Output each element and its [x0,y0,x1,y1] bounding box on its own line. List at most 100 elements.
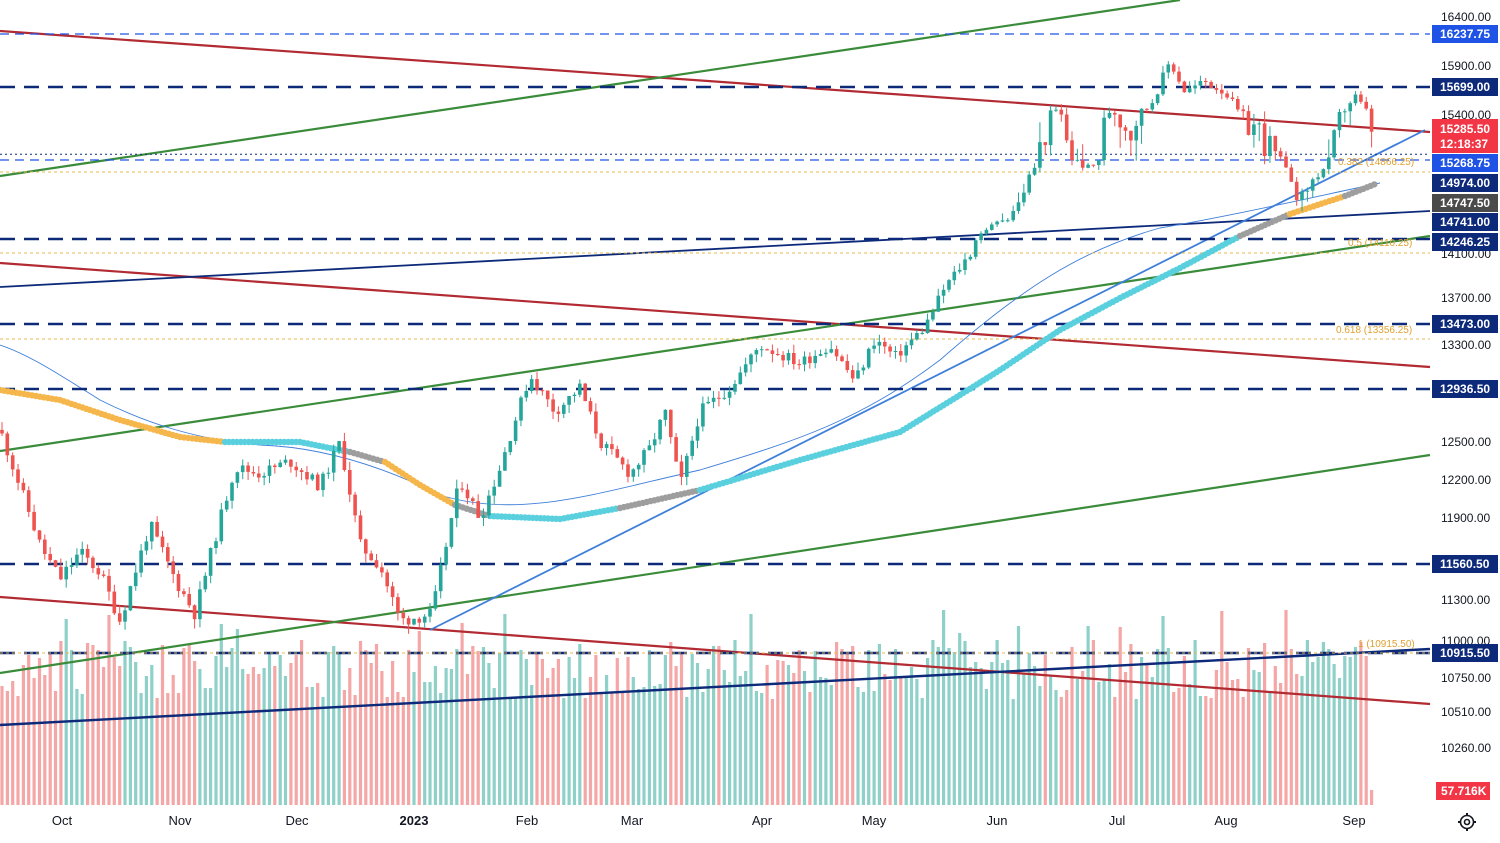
candle-body [331,450,336,473]
volume-bar [867,650,871,805]
candle-body [866,348,871,368]
volume-bar [578,644,582,805]
volume-bar [1279,683,1283,805]
candle-body [10,455,15,470]
volume-bar [364,650,368,805]
trend-line [0,453,1431,675]
candle-body [262,475,266,478]
candle-body [385,572,389,587]
volume-tag [1436,782,1490,800]
candle-body [1284,156,1288,168]
volume-bar [1252,670,1256,805]
candle-body [1022,192,1026,203]
candle-body [663,409,668,420]
volume-bar [931,640,935,805]
candle-body [1166,64,1171,73]
candle-body [5,433,10,456]
candle-body [1000,220,1005,222]
volume-bar [1038,686,1042,805]
candle-body [449,518,454,547]
volume-bar [1343,656,1347,805]
candle-body [1011,211,1015,221]
volume-bar [380,671,384,805]
candle-body [112,591,117,614]
candle-body [1209,82,1213,88]
candle-body [198,589,202,620]
volume-bar [599,692,603,805]
candle-body [492,486,496,496]
volume-bar [32,678,36,805]
candle-body [1257,123,1261,125]
candle-body [909,339,914,346]
volume-bar [594,655,598,805]
volume-bar [1081,671,1085,805]
candle-body [428,608,432,617]
volume-bar [64,619,68,805]
volume-bar [198,669,202,805]
volume-bar [1198,696,1202,805]
volume-bar [230,648,234,805]
candle-body [1139,108,1144,126]
last-price-value: 15285.50 [1440,122,1490,136]
volume-bar [658,684,662,805]
volume-bar [770,699,774,805]
candle-body [567,396,571,405]
candle-body [1177,71,1181,82]
volume-bar [1150,677,1154,805]
volume-bar [75,689,79,805]
volume-bar [1102,680,1106,805]
volume-bar [663,655,667,805]
volume-bar [262,668,266,805]
volume-bar [792,673,796,805]
volume-bar [59,641,63,805]
volume-bar [508,698,512,805]
candle-body [32,511,36,531]
volume-bar [840,649,844,805]
candle-body [380,567,384,573]
candle-body [786,353,791,361]
candle-body [572,394,577,396]
candle-body [1097,160,1101,165]
volume-bar [1327,649,1331,805]
candle-body [353,494,357,516]
candle-body [706,401,710,404]
volume-bar [760,693,764,805]
volume-bar [1161,616,1165,805]
volume-bar [481,647,486,805]
price-tag-value: 15268.75 [1440,156,1490,170]
candle-body [604,444,609,448]
candle-body [1300,191,1304,201]
volume-bar [128,647,132,805]
volume-bar [444,668,448,805]
candle-body [171,561,175,574]
volume-bar [514,698,518,805]
volume-bar [16,696,20,805]
settings-gear-icon[interactable] [1457,812,1477,832]
volume-bar [712,646,716,805]
volume-bar [883,674,887,805]
volume-bar [738,676,742,805]
volume-bar [551,668,555,805]
candle-body [1369,108,1374,132]
candle-body [711,397,716,402]
candle-body [230,482,234,501]
y-tick-label: 13300.00 [1441,338,1491,352]
candle-body [1353,94,1358,104]
trend-line [0,261,1431,369]
candle-body [192,605,197,620]
volume-tag-value: 57.716K [1441,784,1487,798]
candle-body [91,557,95,569]
price-tag [1432,213,1498,231]
volume-bar [674,666,678,805]
volume-bar [717,646,721,805]
volume-bar [1070,647,1074,805]
volume-bar [899,677,903,805]
candle-body [578,383,582,395]
volume-bar [920,698,924,805]
volume-bar [749,614,753,805]
fib-label: 0.5 (14110.25) [1348,238,1412,249]
countdown-timer: 12:18:37 [1440,137,1488,151]
candle-body [246,465,250,472]
candle-body [781,355,785,361]
